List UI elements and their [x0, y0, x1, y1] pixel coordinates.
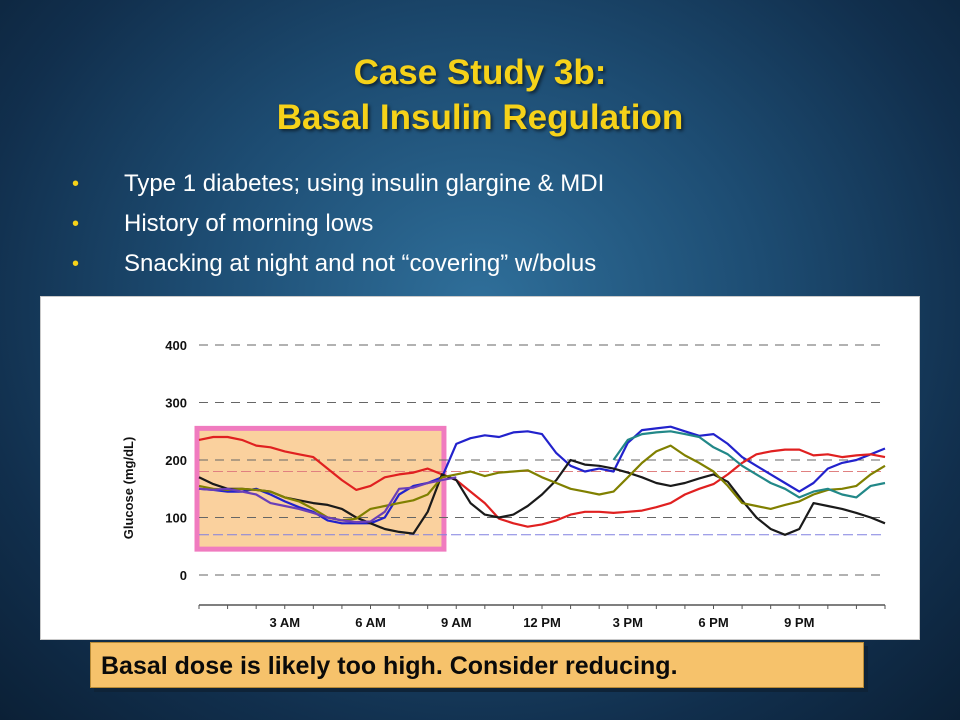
slide-title: Case Study 3b: Basal Insulin Regulation — [0, 50, 960, 140]
bullet-text: History of morning lows — [124, 210, 374, 237]
chart-panel: 0 100 200 300 400 3 AM 6 AM 9 AM 12 PM 3 PM 6 PM 9 … — [40, 296, 920, 640]
y-tick-label: 400 — [165, 338, 187, 353]
callout-box: Basal dose is likely too high. Consider … — [90, 642, 864, 688]
x-tick-label: 12 PM — [523, 615, 561, 630]
x-tick-label: 3 AM — [269, 615, 300, 630]
bullet-dot-icon: • — [72, 213, 80, 235]
title-line-1: Case Study 3b: — [353, 53, 607, 92]
y-tick-label: 300 — [165, 396, 187, 411]
bullet-text: Snacking at night and not “covering” w/b… — [124, 250, 597, 277]
x-tick-label: 3 PM — [613, 615, 643, 630]
bullet-item: • History of morning lows — [72, 204, 604, 244]
series-line-6 — [198, 476, 457, 524]
bullet-text: Type 1 diabetes; using insulin glargine … — [124, 170, 605, 197]
bullet-dot-icon: • — [72, 173, 80, 195]
y-tick-label: 200 — [165, 453, 187, 468]
x-tick-label: 9 PM — [784, 615, 814, 630]
x-tick-label: 6 PM — [698, 615, 728, 630]
series-line-3 — [198, 458, 886, 536]
y-tick-label: 100 — [165, 511, 187, 526]
y-tick-label: 0 — [180, 568, 187, 583]
y-axis-label: Glucose (mg/dL) — [121, 437, 136, 540]
x-tick-label: 6 AM — [355, 615, 386, 630]
title-line-2: Basal Insulin Regulation — [276, 98, 684, 137]
bullet-dot-icon: • — [72, 253, 80, 275]
bullet-item: • Snacking at night and not “covering” w/… — [72, 244, 604, 284]
x-tick-label: 9 AM — [441, 615, 472, 630]
series-line-2 — [198, 435, 886, 528]
series-line-5 — [612, 430, 886, 499]
series-line-4 — [198, 444, 886, 522]
glucose-chart: 0 100 200 300 400 3 AM 6 AM 9 AM 12 PM 3 PM 6 PM 9 … — [121, 338, 886, 630]
bullet-item: • Type 1 diabetes; using insulin glargine… — [72, 164, 604, 204]
bullet-list: • Type 1 diabetes; using insulin glargine… — [72, 164, 604, 284]
